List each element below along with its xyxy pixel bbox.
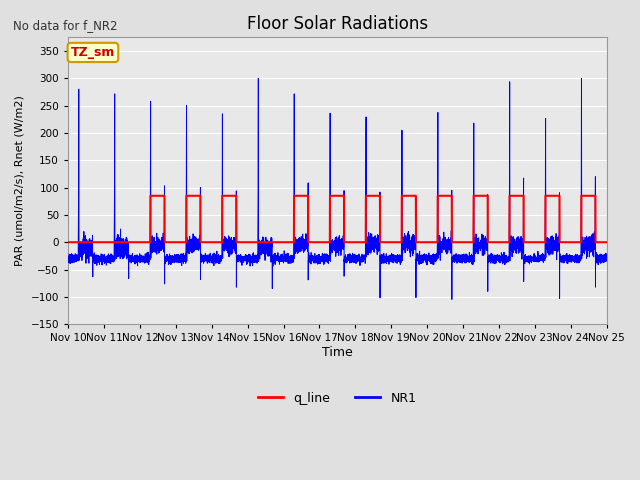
Text: No data for f_NR2: No data for f_NR2 <box>13 19 117 32</box>
Y-axis label: PAR (umol/m2/s), Rnet (W/m2): PAR (umol/m2/s), Rnet (W/m2) <box>15 96 25 266</box>
Title: Floor Solar Radiations: Floor Solar Radiations <box>247 15 428 33</box>
Legend: q_line, NR1: q_line, NR1 <box>253 387 421 410</box>
Text: TZ_sm: TZ_sm <box>71 46 115 59</box>
X-axis label: Time: Time <box>322 346 353 359</box>
